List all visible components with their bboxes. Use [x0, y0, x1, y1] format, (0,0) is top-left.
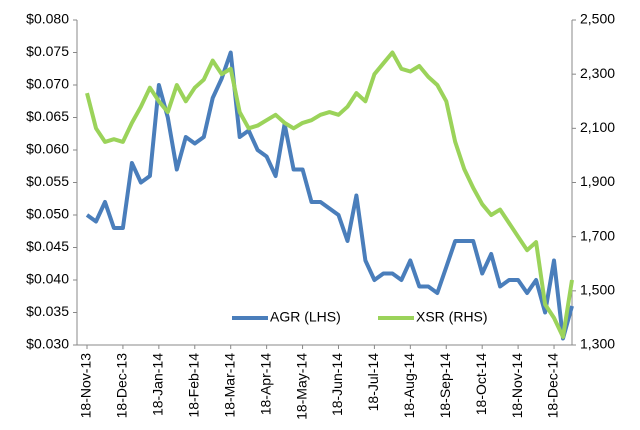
- y-tick-label: $0.070: [26, 76, 69, 92]
- x-tick-label: 18-Aug-14: [401, 353, 417, 419]
- y-tick-label: $0.065: [26, 108, 69, 124]
- legend-label: XSR (RHS): [416, 309, 488, 325]
- x-tick-label: 18-Oct-14: [473, 353, 489, 415]
- y-tick-label: $0.060: [26, 141, 69, 157]
- x-tick-label: 18-Dec-14: [545, 353, 561, 419]
- y2-tick-label: 1,300: [580, 336, 615, 352]
- x-tick-label: 18-Nov-13: [78, 353, 94, 419]
- y2-tick-label: 2,500: [580, 11, 615, 27]
- y-tick-label: $0.040: [26, 271, 69, 287]
- y-tick-label: $0.030: [26, 336, 69, 352]
- y2-tick-label: 2,100: [580, 119, 615, 135]
- y-tick-label: $0.055: [26, 173, 69, 189]
- y-tick-label: $0.035: [26, 303, 69, 319]
- x-tick-label: 18-Dec-13: [114, 353, 130, 419]
- y2-tick-label: 1,500: [580, 282, 615, 298]
- x-tick-label: 18-Mar-14: [221, 353, 237, 418]
- y2-tick-label: 1,900: [580, 173, 615, 189]
- y-tick-label: $0.045: [26, 238, 69, 254]
- x-tick-label: 18-Sep-14: [437, 353, 453, 419]
- x-tick-label: 18-Jan-14: [150, 353, 166, 416]
- y2-tick-label: 2,300: [580, 65, 615, 81]
- x-tick-label: 18-Jun-14: [329, 353, 345, 416]
- y-tick-label: $0.080: [26, 11, 69, 27]
- series-line: [85, 50, 574, 341]
- x-tick-label: 18-Feb-14: [185, 353, 201, 418]
- x-tick-label: 18-Jul-14: [365, 353, 381, 412]
- x-tick-label: 18-May-14: [293, 353, 309, 420]
- y-tick-label: $0.075: [26, 43, 69, 59]
- legend-label: AGR (LHS): [270, 309, 341, 325]
- series-line: [85, 50, 574, 339]
- x-tick-label: 18-Nov-14: [509, 353, 525, 419]
- y-tick-label: $0.050: [26, 206, 69, 222]
- y2-tick-label: 1,700: [580, 227, 615, 243]
- x-tick-label: 18-Apr-14: [257, 353, 273, 415]
